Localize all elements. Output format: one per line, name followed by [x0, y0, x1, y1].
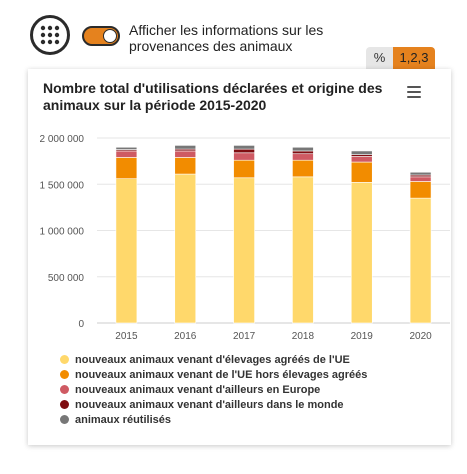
- top-bar: Afficher les informations sur les proven…: [0, 0, 467, 70]
- bar-segment[interactable]: [174, 145, 197, 150]
- bar-segment[interactable]: [233, 159, 255, 179]
- bar-segment[interactable]: [233, 145, 255, 150]
- legend-item[interactable]: animaux réutilisés: [60, 412, 367, 427]
- bar-segment[interactable]: [115, 150, 138, 158]
- bar-segment[interactable]: [115, 157, 138, 180]
- toggle-label: Afficher les informations sur les proven…: [129, 22, 324, 54]
- bar-segment[interactable]: [292, 150, 314, 155]
- bar-segment[interactable]: [115, 178, 138, 324]
- y-tick-label: 1 500 000: [40, 180, 85, 191]
- bar-segment[interactable]: [292, 153, 314, 161]
- bar-segment[interactable]: [409, 176, 432, 182]
- unit-switch: % 1,2,3: [366, 47, 435, 69]
- bar-segment[interactable]: [350, 182, 373, 324]
- legend-label: animaux réutilisés: [75, 413, 171, 426]
- bar-segment[interactable]: [350, 156, 373, 163]
- legend-dot: [60, 370, 69, 379]
- bar-segment[interactable]: [350, 150, 373, 155]
- bar-segment[interactable]: [233, 152, 255, 161]
- x-tick-label: 2019: [351, 331, 374, 342]
- legend-item[interactable]: nouveaux animaux venant d'ailleurs en Eu…: [60, 382, 367, 397]
- bar-segment[interactable]: [115, 146, 138, 150]
- absolute-values-button[interactable]: 1,2,3: [393, 47, 435, 69]
- bar-segment[interactable]: [174, 173, 197, 324]
- toggle-knob: [103, 29, 117, 43]
- x-tick-label: 2018: [292, 331, 315, 342]
- legend-dot: [60, 385, 69, 394]
- legend-item[interactable]: nouveaux animaux venant de l'UE hors éle…: [60, 367, 367, 382]
- grid-icon: [40, 25, 60, 45]
- percent-button[interactable]: %: [366, 47, 393, 69]
- chart-title: Nombre total d'utilisations déclarées et…: [43, 80, 383, 113]
- legend-label: nouveaux animaux venant d'ailleurs en Eu…: [75, 383, 321, 396]
- bar-segment[interactable]: [292, 146, 314, 152]
- bar-segment[interactable]: [174, 157, 197, 175]
- legend-label: nouveaux animaux venant d'ailleurs dans …: [75, 398, 344, 411]
- legend-item[interactable]: nouveaux animaux venant d'ailleurs dans …: [60, 397, 367, 412]
- y-tick-label: 1 000 000: [40, 227, 85, 238]
- bar-segment[interactable]: [409, 171, 432, 176]
- bar-segment[interactable]: [409, 181, 432, 199]
- chart-legend: nouveaux animaux venant d'élevages agréé…: [60, 352, 367, 427]
- bar-segment[interactable]: [350, 161, 373, 183]
- y-tick-label: 2 000 000: [40, 134, 85, 145]
- chart-plot: 0 500 000 1 000 000 1 500 000 2 000 000 2015 2…: [40, 134, 450, 342]
- chart-card: Nombre total d'utilisations déclarées et…: [28, 69, 451, 445]
- y-tick-label: 500 000: [48, 273, 85, 284]
- x-tick-label: 2015: [115, 331, 138, 342]
- legend-dot: [60, 415, 69, 424]
- x-tick-label: 2016: [174, 331, 197, 342]
- legend-dot: [60, 400, 69, 409]
- bar-segment[interactable]: [233, 148, 255, 154]
- legend-label: nouveaux animaux venant d'élevages agréé…: [75, 353, 350, 366]
- y-tick-label: 0: [78, 319, 84, 330]
- bar-segment[interactable]: [409, 197, 432, 324]
- x-tick-label: 2017: [233, 331, 256, 342]
- bar-segment[interactable]: [292, 159, 314, 178]
- legend-dot: [60, 355, 69, 364]
- x-tick-label: 2020: [409, 331, 432, 342]
- legend-item[interactable]: nouveaux animaux venant d'élevages agréé…: [60, 352, 367, 367]
- grid-menu-button[interactable]: [30, 15, 70, 55]
- hamburger-menu-icon[interactable]: [407, 86, 421, 98]
- bar-segment[interactable]: [233, 177, 255, 324]
- legend-label: nouveaux animaux venant de l'UE hors éle…: [75, 368, 368, 381]
- origin-info-toggle[interactable]: [82, 26, 120, 46]
- bar-segment[interactable]: [174, 150, 197, 158]
- bar-segment[interactable]: [292, 176, 314, 324]
